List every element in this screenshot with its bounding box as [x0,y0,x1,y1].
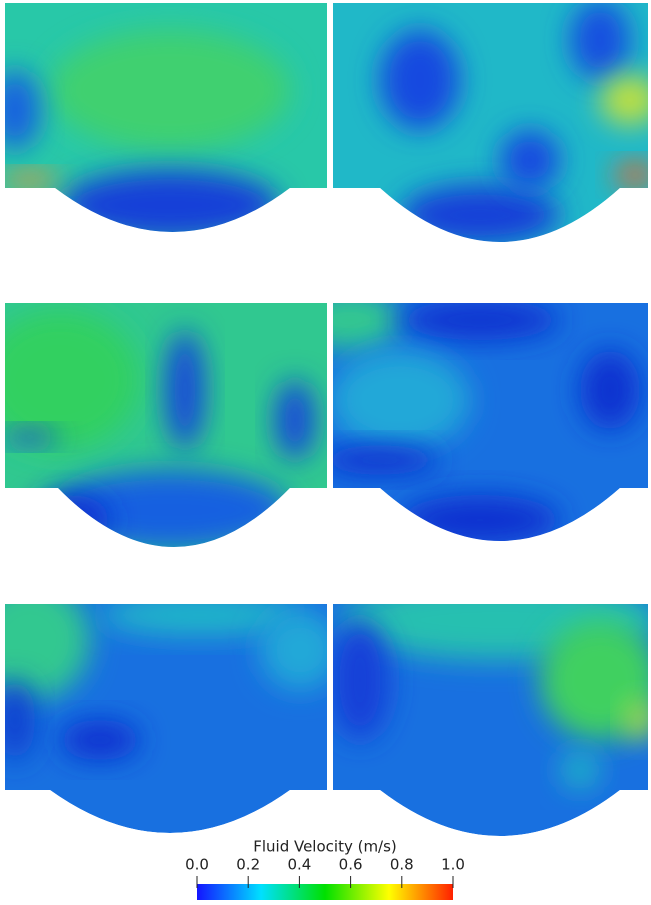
flow-region [333,445,440,475]
panels [5,3,648,836]
flow-region [275,380,315,460]
flow-region [600,75,648,125]
colorbar-tick-label: 0.6 [339,856,363,874]
flow-region [333,620,390,740]
flow-region [333,303,400,350]
flow-region [5,604,90,700]
flow-region [5,680,35,760]
flow-region [165,330,205,450]
colorbar-tick-label: 0.0 [185,856,209,874]
flow-region [100,604,300,635]
flow-region [500,130,560,190]
velocity-panel [5,303,327,547]
flow-region [333,350,470,450]
flow-region [5,429,60,445]
flow-region [625,700,648,740]
flow-region [260,610,327,690]
colorbar-tick-label: 1.0 [441,856,465,874]
flow-region [570,3,630,80]
flow-region [615,163,648,187]
flow-region [580,350,640,430]
flow-region [400,185,560,242]
flow-region [5,310,140,450]
flow-region [560,750,600,790]
flow-region [5,172,60,188]
colorbar-tick-label: 0.8 [390,856,414,874]
flow-region [30,495,110,545]
flow-region [60,720,140,760]
velocity-panel [333,303,648,541]
velocity-panel [5,3,327,232]
colorbar-tick-label: 0.2 [236,856,260,874]
flow-region [400,303,560,340]
velocity-panel [333,3,648,242]
flow-region [50,30,290,150]
velocity-panel [5,604,327,833]
flow-region [5,70,40,150]
colorbar [197,884,453,900]
colorbar-title: Fluid Velocity (m/s) [253,838,397,856]
colorbar-tick-label: 0.4 [287,856,311,874]
flow-region [60,170,280,232]
flow-region [380,30,460,130]
velocity-panel [333,604,648,836]
flow-region [400,495,560,541]
